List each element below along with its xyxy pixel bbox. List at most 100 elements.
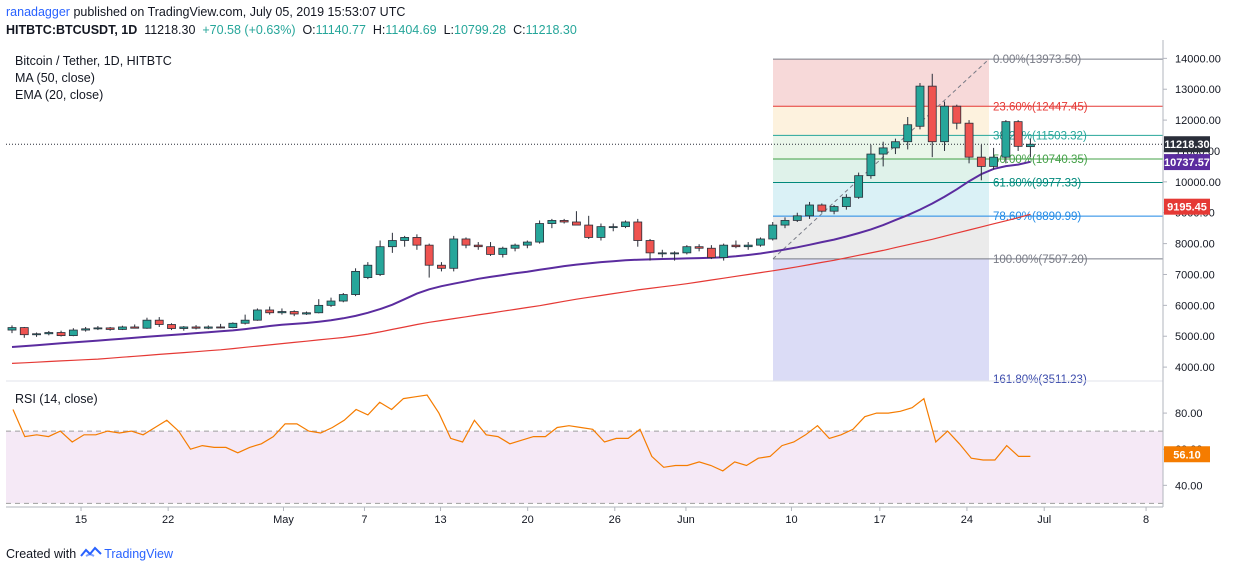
candle-body: [866, 153, 876, 177]
fib-level-label: 161.80%(3511.23): [993, 374, 1087, 386]
candle-body: [351, 270, 360, 295]
candle-body: [105, 327, 115, 330]
candle-body: [302, 312, 311, 315]
fib-level-label: 0.00%(13973.50): [993, 54, 1081, 66]
ema-legend: EMA (20, close): [15, 88, 104, 102]
time-tick-label: 20: [522, 514, 534, 526]
candle-body: [338, 294, 348, 302]
price-change: +70.58 (+0.63%): [202, 23, 296, 37]
ema-value-badge-bg: [1164, 198, 1210, 215]
candle-body: [228, 322, 238, 328]
rsi-band-fill: [6, 431, 1163, 504]
fib-zone: [773, 158, 989, 183]
candle-body: [7, 327, 17, 331]
candle-body: [682, 246, 692, 254]
candle-body: [645, 240, 655, 254]
candle-body: [81, 328, 91, 331]
candle-body: [289, 311, 299, 315]
high-value: 11404.69: [385, 23, 437, 37]
candle-body: [68, 329, 78, 337]
fib-zone: [773, 59, 989, 107]
tradingview-link[interactable]: TradingView: [104, 546, 173, 561]
open-value: 11140.77: [315, 23, 366, 37]
time-tick-label: Jul: [1037, 514, 1051, 526]
candle-body: [1001, 121, 1011, 158]
candle-body: [780, 220, 790, 226]
candle-body: [964, 122, 974, 158]
rsi-pane: [6, 394, 1163, 504]
candle-body: [719, 244, 729, 258]
candle-body: [252, 309, 262, 321]
candle-body: [976, 156, 986, 167]
time-tick-label: May: [273, 514, 294, 526]
candle-body: [93, 327, 103, 330]
last-price: 11218.30: [144, 23, 196, 37]
candle-body: [326, 300, 336, 306]
candle-body: [437, 264, 446, 269]
candle-body: [756, 238, 765, 246]
price-tick-label: 14000.00: [1175, 53, 1221, 65]
candle-body: [363, 264, 373, 278]
candle-body: [167, 324, 176, 329]
tradingview-logo-icon: [80, 546, 102, 561]
close-label: C:: [513, 23, 526, 37]
candle-body: [154, 319, 164, 325]
candle-body: [510, 244, 520, 249]
candle-body: [621, 221, 630, 228]
candle-body: [412, 237, 422, 246]
time-tick-label: 13: [434, 514, 446, 526]
candle-body: [375, 246, 385, 275]
footer: Created with TradingView: [6, 546, 173, 561]
candle-body: [44, 332, 54, 335]
candle-body: [559, 220, 569, 223]
low-value: 10799.28: [454, 23, 507, 37]
ma-legend: MA (50, close): [15, 71, 95, 85]
symbol-ohlc-line: HITBTC:BTCUSDT, 1D 11218.30 +70.58 (+0.6…: [6, 23, 577, 37]
candle-body: [498, 247, 508, 255]
fibonacci-retracement[interactable]: 0.00%(13973.50)23.60%(12447.45)38.20%(11…: [772, 54, 1163, 386]
last-price-badge-bg: [1164, 136, 1210, 153]
time-tick-label: 17: [874, 514, 886, 526]
candle-body: [473, 244, 483, 248]
time-tick-label: 8: [1143, 514, 1149, 526]
candle-body: [547, 220, 557, 224]
candle-body: [915, 85, 925, 127]
candle-body: [670, 252, 679, 255]
candle-body: [265, 309, 275, 314]
price-tick-label: 6000.00: [1175, 300, 1215, 312]
candle-body: [596, 226, 606, 238]
publish-info: ranadagger published on TradingView.com,…: [6, 5, 405, 19]
fib-zone: [773, 216, 989, 259]
candle-body: [829, 206, 839, 212]
candle-body: [1026, 143, 1035, 148]
candle-body: [878, 147, 888, 155]
candle-body: [19, 327, 29, 336]
fib-trend-line: [772, 58, 990, 260]
candle-body: [608, 226, 618, 229]
candle-body: [903, 124, 913, 143]
candle-body: [792, 215, 802, 221]
candle-body: [179, 326, 189, 329]
time-tick-label: 24: [961, 514, 973, 526]
author-name[interactable]: ranadagger: [6, 5, 70, 19]
fib-zone: [773, 135, 989, 159]
open-label: O:: [302, 23, 316, 37]
candle-body: [927, 85, 937, 143]
rsi-line: [12, 394, 1031, 472]
candle-body: [56, 332, 66, 337]
fib-level-label: 50.00%(10740.35): [993, 154, 1088, 166]
candle-body: [731, 244, 741, 248]
candle-body: [130, 326, 140, 329]
candle-body: [940, 105, 949, 143]
candle-body: [216, 326, 225, 329]
ema-line: [11, 213, 1031, 364]
ma-value-badge-bg: [1164, 154, 1210, 171]
candle-body: [572, 221, 581, 226]
created-with-text: Created with: [6, 546, 77, 561]
candle-body: [841, 196, 851, 207]
fib-zone: [773, 258, 989, 381]
close-value: 11218.30: [525, 23, 577, 37]
low-label: L:: [443, 23, 454, 37]
fib-level-label: 61.80%(9977.33): [993, 178, 1081, 190]
